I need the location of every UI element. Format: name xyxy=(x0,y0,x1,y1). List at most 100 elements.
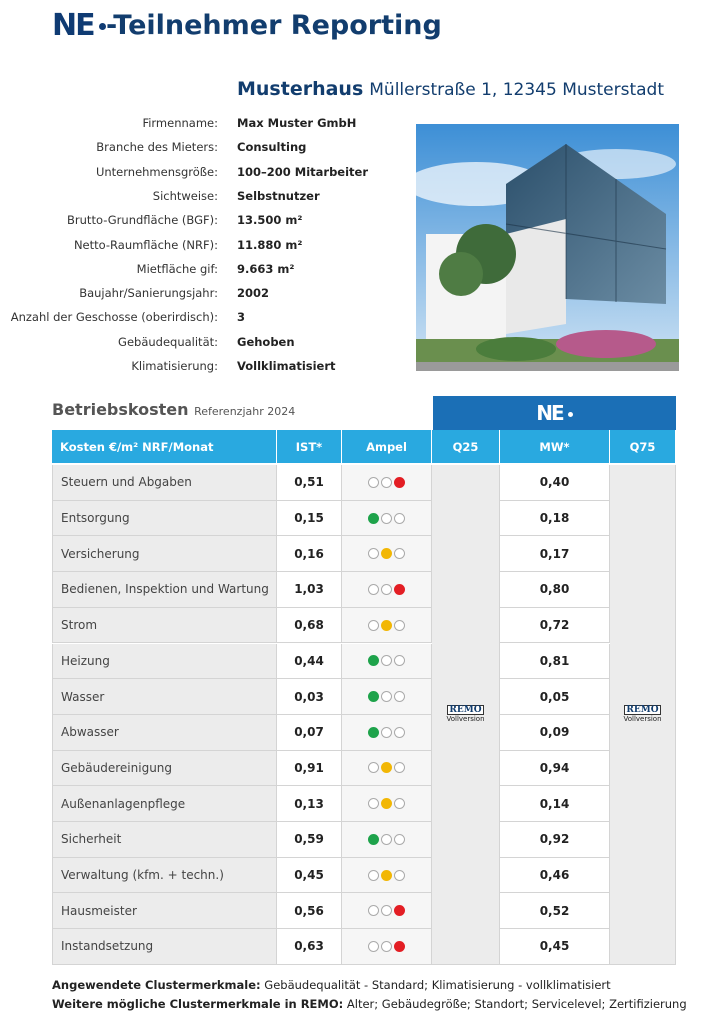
ist-value: 0,56 xyxy=(277,893,342,930)
cost-name: Sicherheit xyxy=(52,822,277,858)
ist-value: 0,45 xyxy=(277,857,342,894)
lamp xyxy=(381,798,392,810)
cost-name: Entsorgung xyxy=(52,500,277,537)
detail-value: 2002 xyxy=(237,286,270,301)
lamp xyxy=(394,798,405,810)
lamp xyxy=(368,726,379,738)
ist-value: 0,91 xyxy=(277,750,342,787)
detail-value: Consulting xyxy=(237,140,307,155)
lamp xyxy=(381,833,392,845)
lamp xyxy=(394,833,405,845)
lamp xyxy=(368,619,379,631)
traffic-light xyxy=(342,929,432,965)
ist-value: 0,68 xyxy=(277,607,342,644)
lamp xyxy=(394,726,405,738)
cost-name: Abwasser xyxy=(52,714,277,751)
logo: NE xyxy=(52,8,106,43)
mw-value: 0,52 xyxy=(500,893,610,930)
remo-badge: REMO Vollversion xyxy=(623,705,662,724)
ist-value: 0,13 xyxy=(277,786,342,822)
cost-name: Außenanlagenpflege xyxy=(52,786,277,822)
traffic-light xyxy=(342,536,432,573)
mw-value: 0,18 xyxy=(500,500,610,537)
footer-text: Gebäudequalität - Standard; Klimatisieru… xyxy=(264,978,611,992)
ist-value: 0,07 xyxy=(277,714,342,751)
lamp xyxy=(394,476,405,488)
lamp xyxy=(368,655,379,667)
ist-value: 1,03 xyxy=(277,572,342,608)
detail-label: Unternehmensgröße: xyxy=(95,164,218,179)
traffic-light xyxy=(342,572,432,608)
lamp xyxy=(381,619,392,631)
column-header: Q25 xyxy=(432,430,500,464)
footer-label: Angewendete Clustermerkmale: xyxy=(52,978,261,992)
lamp xyxy=(381,512,392,524)
lamp xyxy=(394,583,405,595)
footer-line: Weitere mögliche Clustermerkmale in REMO… xyxy=(52,997,687,1011)
ist-value: 0,59 xyxy=(277,822,342,858)
column-header: Ampel xyxy=(342,430,432,464)
traffic-light xyxy=(342,857,432,894)
cost-name: Wasser xyxy=(52,679,277,715)
mw-value: 0,40 xyxy=(500,465,610,501)
ist-value: 0,03 xyxy=(277,679,342,715)
cost-name: Steuern und Abgaben xyxy=(52,465,277,501)
lamp xyxy=(368,869,379,881)
mw-value: 0,72 xyxy=(500,607,610,644)
detail-label: Baujahr/Sanierungsjahr: xyxy=(79,286,218,301)
detail-label: Gebäudequalität: xyxy=(118,334,218,349)
mw-value: 0,80 xyxy=(500,572,610,608)
lamp xyxy=(381,655,392,667)
lamp xyxy=(394,905,405,917)
traffic-light xyxy=(342,822,432,858)
column-header: IST* xyxy=(277,430,342,464)
lamp xyxy=(394,869,405,881)
cost-name: Strom xyxy=(52,607,277,644)
ist-value: 0,63 xyxy=(277,929,342,965)
traffic-light xyxy=(342,607,432,644)
detail-value: 11.880 m² xyxy=(237,237,303,252)
traffic-light xyxy=(342,714,432,751)
mw-value: 0,17 xyxy=(500,536,610,573)
lamp xyxy=(368,512,379,524)
lamp xyxy=(368,833,379,845)
lamp xyxy=(368,691,379,703)
lamp xyxy=(381,762,392,774)
detail-value: Max Muster GmbH xyxy=(237,116,357,130)
traffic-light xyxy=(342,679,432,715)
mw-value: 0,14 xyxy=(500,786,610,822)
lamp xyxy=(368,548,379,560)
cost-name: Bedienen, Inspektion und Wartung xyxy=(52,572,277,608)
remo-logo: REMO xyxy=(447,705,484,716)
cost-name: Instandsetzung xyxy=(52,929,277,965)
lamp xyxy=(381,905,392,917)
detail-value: Selbstnutzer xyxy=(237,188,320,203)
mw-value: 0,94 xyxy=(500,750,610,787)
detail-label: Klimatisierung: xyxy=(131,359,218,373)
lamp xyxy=(394,512,405,524)
lamp xyxy=(368,940,379,952)
traffic-light xyxy=(342,500,432,537)
remo-caption: Vollversion xyxy=(623,715,662,724)
cost-name: Gebäudereinigung xyxy=(52,750,277,787)
lamp xyxy=(381,476,392,488)
detail-value: 3 xyxy=(237,310,246,325)
column-header: MW* xyxy=(500,430,610,464)
detail-label: Brutto-Grundfläche (BGF): xyxy=(67,213,218,228)
cost-name: Heizung xyxy=(52,643,277,680)
lamp xyxy=(368,798,379,810)
lamp xyxy=(381,869,392,881)
detail-label: Sichtweise: xyxy=(152,188,218,203)
logo-text: NE xyxy=(52,8,96,43)
mw-value: 0,46 xyxy=(500,857,610,894)
footer-line: Angewendete Clustermerkmale: Gebäudequal… xyxy=(52,978,611,992)
detail-value: 100–200 Mitarbeiter xyxy=(237,164,369,179)
lamp xyxy=(381,691,392,703)
column-header: Q75 xyxy=(610,430,676,464)
mw-value: 0,92 xyxy=(500,822,610,858)
detail-label: Firmenname: xyxy=(142,116,218,130)
traffic-light xyxy=(342,750,432,787)
lamp xyxy=(368,762,379,774)
property-name: Musterhaus xyxy=(237,78,364,100)
traffic-light xyxy=(342,786,432,822)
